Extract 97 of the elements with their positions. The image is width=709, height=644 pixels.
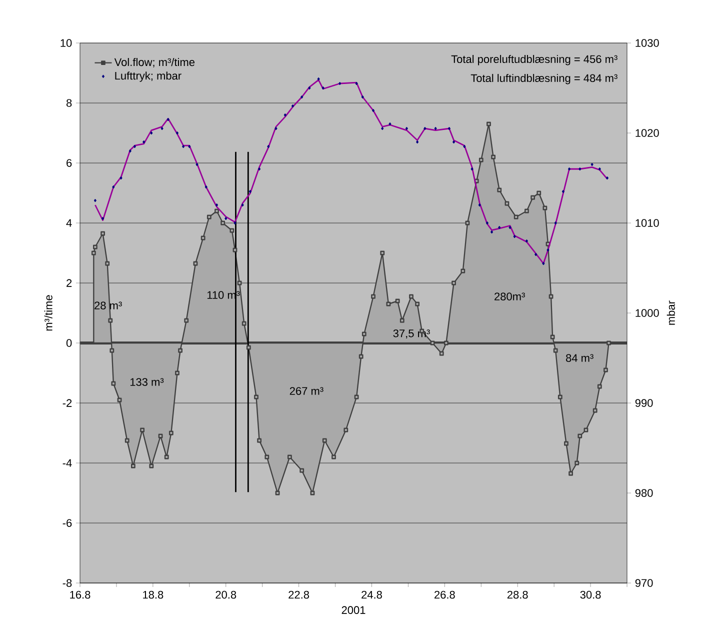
point [478,203,481,207]
point [224,216,228,220]
point [361,95,364,99]
point [372,108,375,112]
x-tick-label: 18.8 [143,590,164,599]
x-tick-label: 26.8 [434,590,455,599]
point [590,162,594,166]
point [486,221,489,225]
y-tick-label: 0 [66,339,72,347]
point [606,176,609,180]
point [554,221,557,225]
point [490,230,494,234]
point [598,167,601,171]
point [546,248,550,252]
point [513,234,516,238]
point [128,149,132,153]
point [568,167,571,171]
annotation: 84 m³ [566,354,594,362]
point [381,126,384,130]
point [166,118,170,122]
point [338,82,342,86]
annotation: Total luftindblæsning = 484 m³ [470,74,618,84]
point [463,144,466,148]
point [215,203,218,207]
point [160,126,164,130]
y-tick-label: 10 [60,39,72,47]
point [562,190,565,194]
annotation: 280m³ [494,292,525,300]
annotation: Total poreluftudblæsning = 456 m³ [451,54,618,66]
y-tick-label: 2 [66,279,72,287]
point [204,185,208,189]
y2-tick-label: 1000 [636,309,659,317]
point [405,126,408,130]
x-tick-label: 20.8 [216,590,236,599]
y-tick-label: 4 [66,219,72,227]
point [150,131,153,135]
point [452,140,456,144]
point [291,104,294,108]
point [142,140,146,144]
point [248,190,252,194]
x-axis-title: 2001 [342,606,366,614]
y2-tick-label: 1030 [636,39,659,47]
point [133,144,136,148]
point [267,144,270,148]
point [388,122,392,126]
point [300,95,304,99]
point [317,77,320,81]
y-tick-label: -6 [62,519,72,527]
point [498,226,501,230]
point [94,198,97,202]
point [234,221,236,225]
point [424,126,426,130]
y-axis-title: m³/time [44,295,52,331]
point [188,144,191,148]
x-tick-label: 22.8 [288,590,310,599]
legend-label: Vol.flow; m³/time [114,58,195,68]
point [416,140,419,144]
point [176,131,179,135]
point [274,126,278,130]
y-tick-label: -2 [62,399,72,407]
y-tick-label: 8 [66,99,72,107]
point [112,185,115,189]
point [434,126,437,130]
point [101,216,104,220]
y-tick-label: -4 [62,459,72,467]
x-tick-label: 28.8 [507,590,528,599]
point [448,126,451,130]
point [534,252,538,256]
y2-axis-title: mbar [666,300,675,325]
point [578,167,582,171]
point [258,167,261,171]
y2-tick-label: 1020 [636,129,659,137]
y-tick-label: -8 [62,579,72,587]
point [470,167,474,171]
annotation: 267 m³ [290,387,324,395]
y2-tick-label: 970 [635,579,653,587]
y-tick-label: 6 [66,159,72,167]
x-tick-label: 16.8 [70,590,90,599]
point [542,262,545,266]
legend-label: Lufttryk; mbar [115,72,182,82]
point [241,203,244,207]
point [308,86,311,90]
y2-tick-label: 980 [635,489,653,497]
point [322,86,324,90]
point [355,82,358,86]
point [196,162,198,166]
point [525,239,528,243]
y2-tick-label: 1010 [636,219,659,227]
y2-tick-label: 990 [635,399,653,407]
point [284,113,286,117]
x-tick-label: 24.8 [362,590,382,599]
point [182,144,185,148]
annotation: 28 m³ [94,302,122,310]
point [120,176,122,180]
x-tick-label: 30.8 [580,590,601,599]
annotation: 133 m³ [130,378,164,386]
point [508,226,512,230]
